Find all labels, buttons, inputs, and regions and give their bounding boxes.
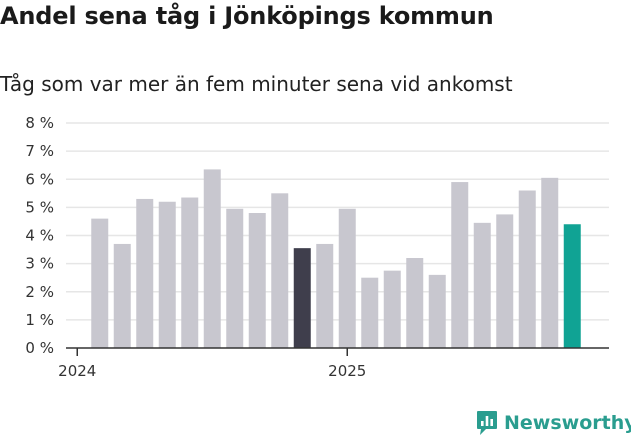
y-tick-label: 4 % [25,227,54,245]
newsworthy-chart-bubble-icon [477,411,497,435]
bar [226,208,244,348]
bar [383,270,401,348]
x-tick-label: 2024 [58,362,96,380]
bar [541,177,559,348]
bar [158,201,176,348]
bar [428,274,446,348]
bar [271,193,289,348]
bar [293,248,311,348]
bar [136,198,154,348]
bar [248,213,266,348]
y-tick-label: 7 % [25,142,54,160]
bar [181,197,199,348]
bar [563,224,581,348]
bar [113,243,131,348]
bar [316,243,334,348]
bar [473,222,491,348]
bar [361,277,379,348]
y-tick-label: 5 % [25,198,54,216]
y-tick-label: 1 % [25,311,54,329]
bar [518,190,536,348]
y-tick-label: 0 % [25,339,54,357]
chart-title: Andel sena tåg i Jönköpings kommun [0,2,494,30]
y-tick-label: 3 % [25,255,54,273]
chart-subtitle: Tåg som var mer än fem minuter sena vid … [0,72,513,96]
y-tick-label: 6 % [25,170,54,188]
bar [496,214,514,348]
bar [91,218,109,348]
bar [451,182,469,348]
x-tick-label: 2025 [328,362,366,380]
bar [203,169,221,348]
y-tick-label: 8 % [25,114,54,132]
y-tick-label: 2 % [25,283,54,301]
bar [406,258,424,348]
newsworthy-brand[interactable]: Newsworthy [476,408,631,438]
brand-name: Newsworthy [504,412,631,434]
bar [338,208,356,348]
